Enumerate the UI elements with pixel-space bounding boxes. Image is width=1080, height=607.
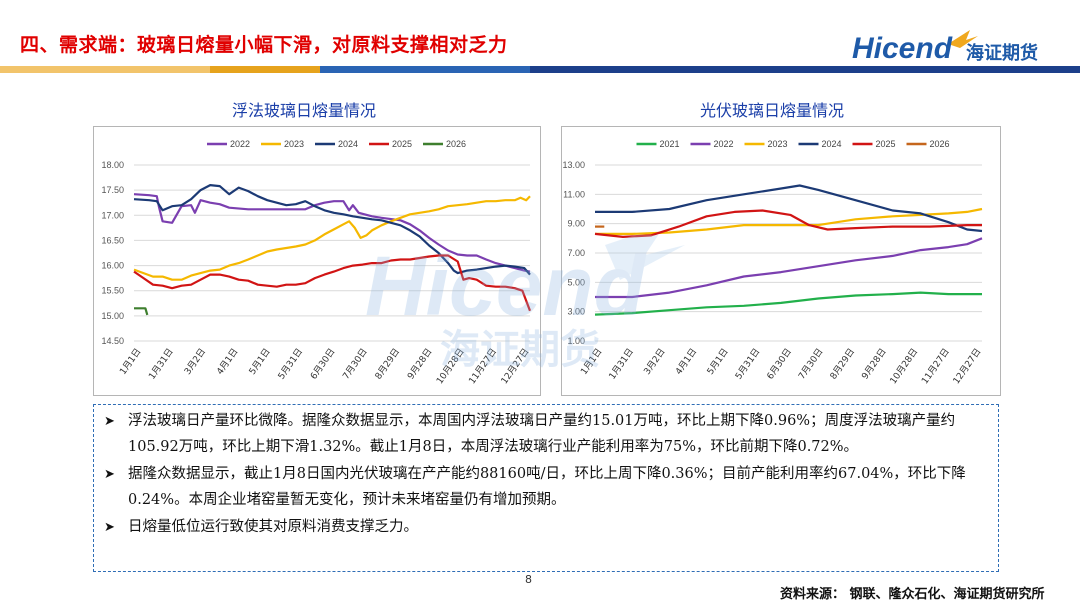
page-number: 8 [525, 573, 532, 586]
y-tick-label: 9.00 [567, 219, 585, 229]
legend-label: 2026 [446, 139, 466, 149]
x-tick-label: 1月1日 [579, 346, 605, 376]
y-tick-label: 15.50 [101, 286, 124, 296]
x-tick-label: 1月31日 [607, 346, 636, 381]
legend-label: 2023 [284, 139, 304, 149]
legend-label: 2025 [876, 139, 896, 149]
y-tick-label: 7.00 [567, 248, 585, 258]
x-tick-label: 7月30日 [796, 346, 825, 381]
y-tick-label: 5.00 [567, 277, 585, 287]
legend-label: 2022 [230, 139, 250, 149]
y-tick-label: 16.00 [101, 261, 124, 271]
legend-label: 2023 [768, 139, 788, 149]
series-line-2025 [594, 209, 982, 238]
x-tick-label: 1月31日 [147, 346, 176, 381]
y-tick-label: 18.00 [101, 160, 124, 170]
x-tick-label: 1月1日 [118, 346, 144, 376]
series-line-2026 [134, 307, 149, 316]
y-tick-label: 17.00 [101, 210, 124, 220]
x-tick-label: 8月29日 [828, 346, 857, 381]
y-tick-label: 15.00 [101, 311, 124, 321]
bullet-item: ➤ 浮法玻璃日产量环比微降。据隆众数据显示，本周国内浮法玻璃日产量约15.01万… [104, 409, 990, 460]
x-tick-label: 11月27日 [919, 346, 951, 386]
y-tick-label: 14.50 [101, 336, 124, 346]
y-tick-label: 13.00 [562, 160, 585, 170]
x-tick-label: 8月29日 [373, 346, 402, 381]
series-line-2021 [594, 291, 982, 316]
series-line-2023 [595, 207, 983, 235]
series-line-2023 [133, 195, 531, 281]
x-tick-label: 7月30日 [341, 346, 370, 381]
x-tick-label: 5月1日 [247, 346, 273, 376]
y-tick-label: 3.00 [567, 307, 585, 317]
arrow-bullet-icon: ➤ [104, 520, 115, 535]
bullet-text: 日熔量低位运行致使其对原料消费支撑乏力。 [128, 519, 418, 535]
x-tick-label: 10月28日 [888, 346, 920, 386]
logo-cn-text: 海证期货 [966, 42, 1038, 64]
series-line-2024 [595, 184, 983, 233]
float-glass-chart: 14.50 15.00 15.50 16.00 16.50 17.00 17.50 18.00… [93, 126, 541, 396]
y-tick-label: 16.50 [101, 235, 124, 245]
summary-box: ➤ 浮法玻璃日产量环比微降。据隆众数据显示，本周国内浮法玻璃日产量约15.01万… [93, 404, 999, 572]
company-logo: Hicend 海证期货 [852, 30, 1038, 65]
x-tick-label: 5月1日 [705, 346, 731, 376]
x-tick-label: 5月31日 [733, 346, 762, 381]
legend-label: 2022 [714, 139, 734, 149]
pv-glass-chart: 1.00 3.00 5.00 7.00 9.00 11.00 13.00 1月1日 1月31日 3… [561, 126, 1001, 396]
series-line-2024 [133, 184, 531, 276]
series-line-2022 [133, 193, 531, 273]
legend-label: 2024 [338, 139, 358, 149]
y-tick-label: 1.00 [567, 336, 585, 346]
x-tick-label: 5月31日 [276, 346, 305, 381]
page-title: 四、需求端：玻璃日熔量小幅下滑，对原料支撑相对乏力 [20, 34, 508, 56]
x-tick-label: 9月28日 [405, 346, 434, 381]
x-tick-label: 12月27日 [499, 346, 531, 386]
x-tick-label: 12月27日 [951, 346, 983, 386]
data-source: 资料来源： 钢联、隆众石化、海证期货研究所 [780, 587, 1045, 602]
bullet-text: 浮法玻璃日产量环比微降。据隆众数据显示，本周国内浮法玻璃日产量约15.01万吨，… [128, 413, 956, 455]
bullet-item: ➤ 据隆众数据显示，截止1月8日国内光伏玻璃在产产能约88160吨/日，环比上周… [104, 462, 990, 513]
arrow-bullet-icon: ➤ [104, 467, 115, 482]
series-line-2022 [595, 237, 983, 299]
legend-label: 2024 [822, 139, 842, 149]
legend-label: 2021 [660, 139, 680, 149]
x-tick-label: 4月1日 [215, 346, 241, 376]
legend-label: 2026 [930, 139, 950, 149]
header-stripe [0, 66, 1080, 73]
bullet-item: ➤ 日熔量低位运行致使其对原料消费支撑乏力。 [104, 515, 990, 541]
legend-label: 2025 [392, 139, 412, 149]
logo-swoosh-icon [948, 30, 978, 48]
x-tick-label: 6月30日 [308, 346, 337, 381]
y-tick-label: 11.00 [563, 189, 585, 199]
x-tick-label: 3月2日 [642, 346, 668, 376]
x-tick-label: 9月28日 [860, 346, 889, 381]
right-chart-title: 光伏玻璃日熔量情况 [700, 101, 845, 120]
x-tick-label: 11月27日 [467, 346, 499, 386]
logo-text: Hicend [852, 32, 953, 65]
x-tick-label: 10月28日 [434, 346, 466, 386]
y-tick-label: 17.50 [101, 185, 124, 195]
left-chart-title: 浮法玻璃日熔量情况 [232, 101, 377, 120]
series-line-2025 [133, 254, 532, 312]
x-tick-label: 6月30日 [765, 346, 794, 381]
bullet-text: 据隆众数据显示，截止1月8日国内光伏玻璃在产产能约88160吨/日，环比上周下降… [128, 466, 966, 508]
x-tick-label: 3月2日 [182, 346, 208, 376]
x-tick-label: 4月1日 [673, 346, 699, 376]
arrow-bullet-icon: ➤ [104, 414, 115, 429]
